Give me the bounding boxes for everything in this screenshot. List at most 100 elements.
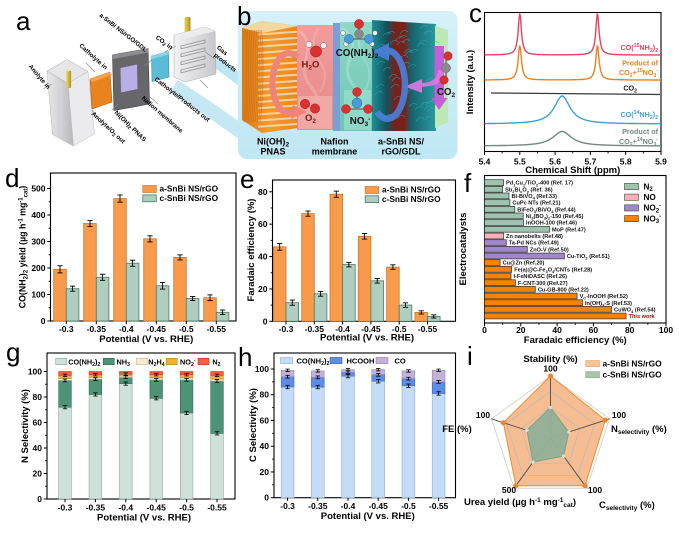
svg-text:CO2+15NO3-: CO2+15NO3-: [619, 68, 658, 79]
svg-text:80: 80: [260, 390, 270, 400]
svg-text:a-SnBi NS/rGO: a-SnBi NS/rGO: [603, 358, 663, 368]
svg-text:CO2: CO2: [437, 87, 456, 99]
svg-text:Urea yield (µg h-1 mg-1cat): Urea yield (µg h-1 mg-1cat): [464, 497, 576, 509]
svg-text:CO2 in: CO2 in: [153, 34, 174, 52]
svg-text:CuWO4 (Ref.54): CuWO4 (Ref.54): [614, 307, 656, 314]
svg-text:100: 100: [31, 290, 45, 300]
svg-text:a-SnBi NS/rGO/GDL: a-SnBi NS/rGO/GDL: [98, 12, 149, 54]
svg-text:-0.35: -0.35: [305, 324, 325, 334]
svg-text:N2: N2: [644, 182, 654, 193]
svg-text:-0.3: -0.3: [58, 503, 73, 513]
svg-text:C Selectivity (%): C Selectivity (%): [248, 388, 259, 462]
svg-text:CO(NH2)2 yield (µg h-1 mg-1cat: CO(NH2)2 yield (µg h-1 mg-1cat): [18, 186, 30, 309]
svg-text:c: c: [469, 0, 482, 28]
svg-text:200: 200: [31, 263, 45, 273]
svg-text:NO2-: NO2-: [180, 358, 196, 369]
svg-text:-0.3: -0.3: [279, 324, 294, 334]
svg-text:100: 100: [659, 325, 673, 335]
svg-text:60: 60: [260, 415, 270, 425]
svg-text:Fe(a)@C-Fe3O4/CNTs (Ref.28): Fe(a)@C-Fe3O4/CNTs (Ref.28): [514, 267, 592, 274]
svg-text:Potential (V vs. RHE): Potential (V vs. RHE): [321, 511, 415, 522]
svg-text:a: a: [16, 6, 31, 36]
svg-text:100: 100: [476, 410, 490, 420]
svg-text:H2O: H2O: [302, 60, 320, 72]
svg-text:Ni(OH)2: Ni(OH)2: [257, 137, 290, 149]
svg-text:5.8: 5.8: [620, 156, 632, 166]
svg-text:20: 20: [33, 469, 43, 479]
svg-text:80: 80: [625, 325, 635, 335]
svg-text:5.5: 5.5: [514, 156, 526, 166]
svg-text:-0.55: -0.55: [418, 324, 438, 334]
svg-text:20: 20: [258, 284, 268, 294]
svg-text:100: 100: [255, 364, 269, 374]
svg-text:HCOOH: HCOOH: [347, 357, 375, 366]
svg-text:Ta-Pd NCs (Ref.49): Ta-Pd NCs (Ref.49): [509, 241, 559, 247]
svg-text:-0.3: -0.3: [59, 324, 74, 334]
svg-text:Electrocatalysts: Electrocatalysts: [458, 213, 469, 286]
svg-text:Zn nanobelts (Ref.48): Zn nanobelts (Ref.48): [506, 234, 563, 240]
svg-text:c-SnBi NS/rGO: c-SnBi NS/rGO: [382, 194, 441, 204]
svg-text:a-SnBi NS/rGO: a-SnBi NS/rGO: [382, 185, 441, 195]
svg-text:-0.55: -0.55: [207, 324, 227, 334]
svg-text:5.9: 5.9: [655, 156, 667, 166]
svg-text:0: 0: [37, 494, 42, 504]
svg-text:BiFeO3/BiVO4 (Ref.44): BiFeO3/BiVO4 (Ref.44): [517, 207, 575, 214]
svg-text:Potential (V vs. RHE): Potential (V vs. RHE): [320, 332, 414, 343]
svg-text:Catholyte in: Catholyte in: [77, 42, 108, 71]
svg-text:100: 100: [612, 410, 626, 420]
svg-text:-0.45: -0.45: [361, 324, 381, 334]
svg-text:100: 100: [543, 364, 557, 374]
svg-text:CO: CO: [395, 357, 406, 366]
svg-text:5.4: 5.4: [479, 156, 491, 166]
svg-text:NO: NO: [644, 193, 657, 202]
svg-text:Potential (V vs. RHE): Potential (V vs. RHE): [99, 334, 193, 345]
svg-text:In(OH)3-S (Ref.53): In(OH)3-S (Ref.53): [585, 301, 632, 308]
svg-text:Cu@Zn (Ref.20): Cu@Zn (Ref.20): [503, 261, 545, 267]
svg-text:I-FeNiDASC (Ref.26): I-FeNiDASC (Ref.26): [513, 274, 567, 280]
svg-text:60: 60: [589, 325, 599, 335]
svg-text:20: 20: [516, 325, 526, 335]
svg-text:5.7: 5.7: [584, 156, 596, 166]
svg-text:c-SnBi NS/rGO: c-SnBi NS/rGO: [160, 193, 219, 203]
svg-text:Cu-TiO2 (Ref.51): Cu-TiO2 (Ref.51): [567, 254, 610, 261]
svg-text:O2: O2: [305, 113, 316, 125]
svg-text:This work: This work: [629, 314, 656, 320]
svg-text:Nselectivity (%): Nselectivity (%): [611, 424, 667, 436]
svg-text:40: 40: [258, 252, 268, 262]
svg-text:Product of: Product of: [622, 59, 659, 68]
svg-text:c-SnBi NS/rGO: c-SnBi NS/rGO: [603, 369, 663, 379]
svg-text:-0.5: -0.5: [179, 503, 194, 513]
svg-text:CO(14NH2)2: CO(14NH2)2: [620, 110, 658, 121]
svg-text:500: 500: [502, 485, 516, 495]
svg-text:a-SnBi NS/: a-SnBi NS/: [378, 137, 425, 147]
svg-text:Nafion membrane: Nafion membrane: [140, 95, 184, 135]
svg-text:40: 40: [552, 325, 562, 335]
svg-text:Potential (V vs. RHE): Potential (V vs. RHE): [97, 513, 191, 524]
svg-text:80: 80: [258, 187, 268, 197]
svg-text:400: 400: [31, 210, 45, 220]
svg-text:100: 100: [588, 485, 602, 495]
svg-text:Faradaic efficiency (%): Faradaic efficiency (%): [524, 335, 627, 346]
svg-text:100: 100: [28, 367, 42, 377]
svg-text:CO(15NH2)2: CO(15NH2)2: [620, 43, 658, 54]
svg-text:MoP (Ref.47): MoP (Ref.47): [552, 227, 586, 233]
svg-text:Intensity (a.u.): Intensity (a.u.): [465, 50, 476, 114]
svg-text:CO2: CO2: [623, 84, 637, 95]
svg-text:e: e: [240, 164, 254, 194]
svg-text:Nafion: Nafion: [321, 137, 349, 147]
svg-text:-0.55: -0.55: [207, 503, 227, 513]
svg-text:20: 20: [260, 467, 270, 477]
svg-text:-0.55: -0.55: [429, 501, 449, 511]
svg-text:NO2-: NO2-: [644, 204, 662, 215]
svg-text:-0.35: -0.35: [308, 501, 328, 511]
svg-text:Cselectivity (%): Cselectivity (%): [599, 500, 655, 512]
svg-text:-0.5: -0.5: [392, 324, 407, 334]
svg-text:CO2+14NO3-: CO2+14NO3-: [619, 137, 658, 148]
svg-text:NH3: NH3: [117, 358, 131, 369]
svg-text:-0.45: -0.45: [147, 324, 167, 334]
svg-text:i: i: [467, 341, 473, 371]
svg-text:CO(NH2)2: CO(NH2)2: [336, 48, 379, 60]
svg-text:Bi-BiVO4 (Ref.33): Bi-BiVO4 (Ref.33): [512, 194, 558, 201]
svg-text:rGO/GDL: rGO/GDL: [381, 147, 421, 157]
svg-text:CuPc NTs (Ref.21): CuPc NTs (Ref.21): [512, 201, 560, 207]
